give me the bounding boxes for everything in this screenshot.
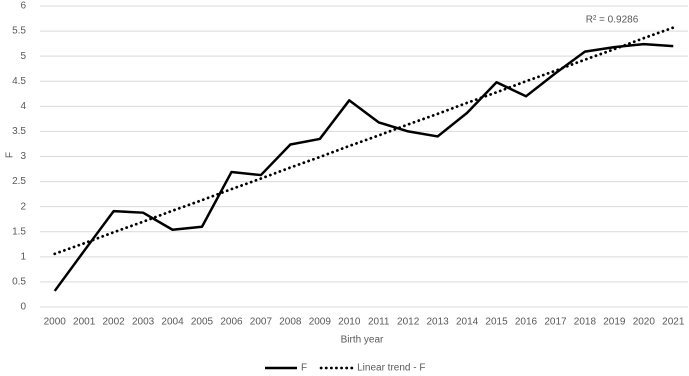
x-tick-label: 2008 — [279, 317, 302, 328]
y-tick-label: 0.5 — [12, 277, 26, 288]
x-tick-label: 2015 — [485, 317, 508, 328]
y-tick-label: 5.5 — [12, 26, 26, 37]
x-tick-label: 2014 — [456, 317, 479, 328]
legend-label: F — [301, 363, 307, 374]
y-tick-label: 6 — [20, 1, 26, 12]
x-tick-label: 2011 — [368, 317, 390, 328]
x-tick-label: 2021 — [662, 317, 685, 328]
y-tick-label: 4 — [20, 101, 26, 112]
y-tick-label: 5 — [20, 51, 26, 62]
legend-label: Linear trend - F — [357, 363, 425, 374]
x-tick-label: 2012 — [397, 317, 420, 328]
y-tick-label: 2.5 — [12, 176, 26, 187]
x-tick-label: 2019 — [603, 317, 626, 328]
y-tick-label: 1 — [20, 251, 26, 262]
x-tick-label: 2001 — [73, 317, 96, 328]
y-tick-label: 3 — [20, 151, 26, 162]
x-tick-label: 2010 — [338, 317, 361, 328]
y-tick-label: 4.5 — [12, 76, 26, 87]
x-tick-label: 2005 — [191, 317, 214, 328]
x-tick-label: 2009 — [309, 317, 332, 328]
x-tick-label: 2004 — [161, 317, 184, 328]
y-axis-label: F — [5, 152, 16, 158]
x-axis-label: Birth year — [341, 335, 384, 346]
y-tick-label: 2 — [20, 201, 26, 212]
x-tick-label: 2018 — [574, 317, 597, 328]
y-tick-label: 1.5 — [12, 226, 26, 237]
y-tick-label: 0 — [20, 302, 26, 313]
x-tick-label: 2000 — [44, 317, 67, 328]
x-tick-label: 2020 — [633, 317, 656, 328]
x-tick-label: 2003 — [132, 317, 155, 328]
annotation: R² = 0.9286 — [586, 15, 639, 26]
y-tick-label: 3.5 — [12, 126, 26, 137]
x-tick-label: 2006 — [220, 317, 243, 328]
x-tick-label: 2007 — [250, 317, 273, 328]
x-tick-label: 2017 — [544, 317, 567, 328]
x-tick-label: 2016 — [515, 317, 538, 328]
series-line — [53, 26, 675, 256]
x-tick-label: 2013 — [427, 317, 450, 328]
series-line — [53, 42, 674, 292]
x-tick-label: 2002 — [103, 317, 126, 328]
